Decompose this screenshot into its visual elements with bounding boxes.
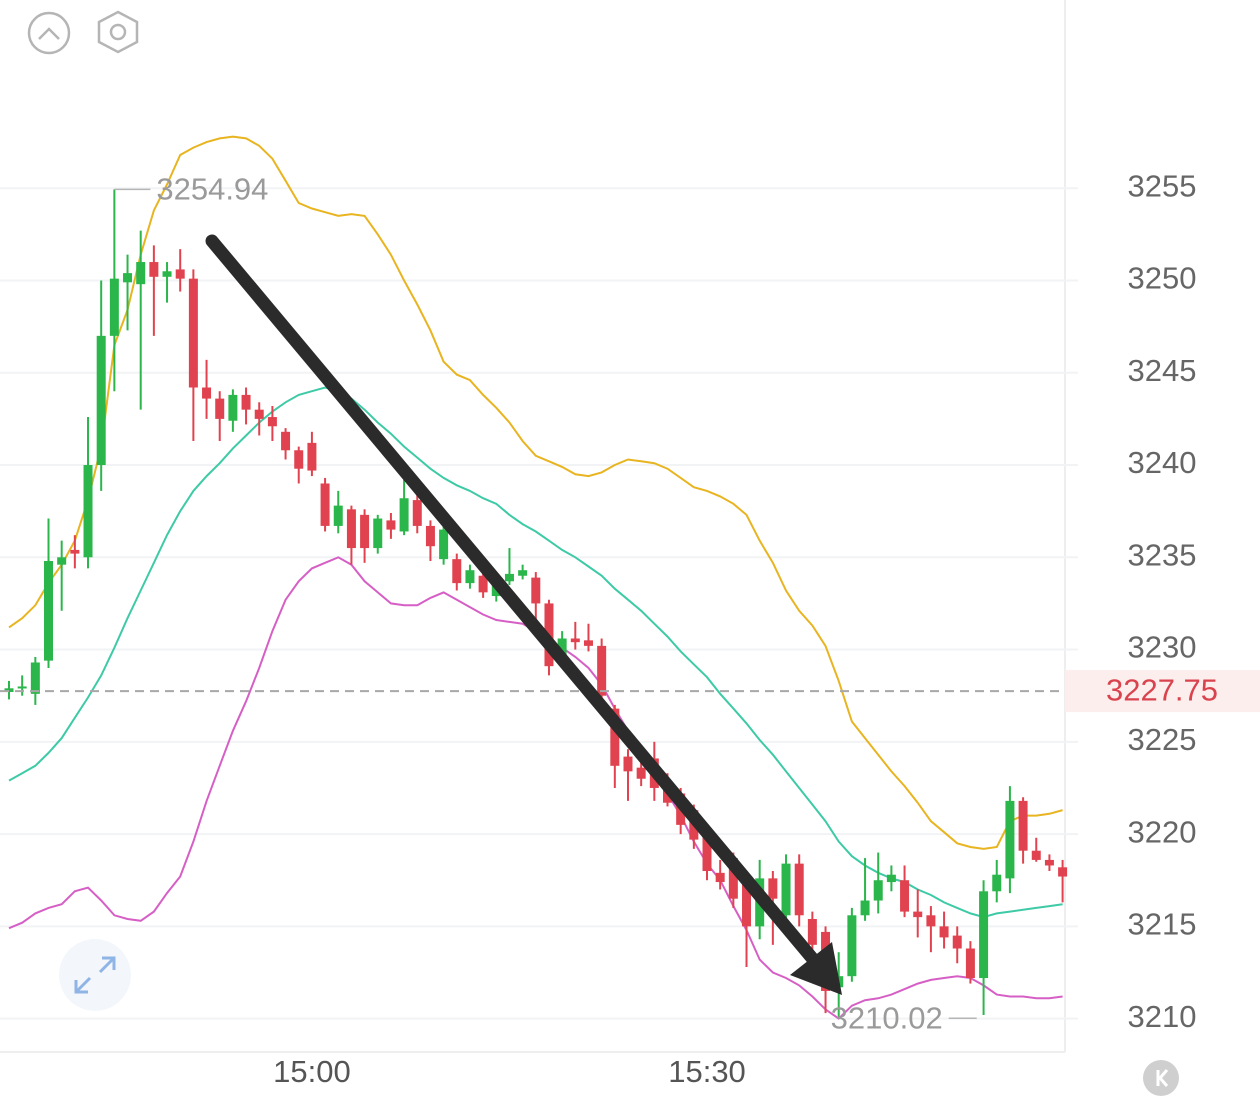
candle-body: [175, 269, 185, 279]
y-tick-label: 3240: [1128, 445, 1197, 480]
candle-body: [518, 570, 528, 576]
candle-body: [267, 417, 277, 427]
candle-body: [531, 577, 541, 604]
y-tick-label: 3235: [1128, 537, 1197, 572]
candle-body: [162, 271, 172, 277]
candle-body: [294, 450, 304, 469]
y-tick-label: 3230: [1128, 630, 1197, 665]
candle-body: [96, 335, 106, 466]
candle-body: [807, 918, 817, 945]
band-line: [8, 386, 1063, 919]
candle-body: [1005, 800, 1015, 879]
candle-body: [228, 394, 238, 421]
candle-body: [149, 262, 159, 277]
candle-body: [992, 874, 1002, 892]
candle-body: [123, 273, 133, 283]
candle-body: [504, 573, 514, 582]
candle-body: [965, 948, 975, 979]
candle-body: [320, 483, 330, 526]
candle-body: [1018, 800, 1028, 851]
candle-body: [57, 557, 67, 565]
candle-body: [70, 549, 80, 554]
candle-body: [30, 662, 40, 694]
y-tick-label: 3245: [1128, 353, 1197, 388]
candle-body: [623, 756, 633, 772]
candle-body: [44, 560, 54, 661]
x-tick-label: 15:00: [273, 1054, 351, 1089]
candle-body: [188, 278, 198, 388]
candle-body: [254, 409, 264, 419]
candle-body: [17, 686, 27, 689]
candle-body: [399, 498, 409, 532]
candle-body: [847, 915, 857, 977]
candle-body: [873, 880, 883, 901]
candle-body: [979, 891, 989, 979]
candle-body: [768, 878, 778, 899]
candle-body: [109, 278, 119, 336]
candle-body: [926, 915, 936, 927]
candle-body: [136, 262, 146, 285]
candle-body: [610, 708, 620, 766]
candle-body: [425, 525, 435, 547]
candle-body: [333, 505, 343, 526]
labels: 3210 3215 3220 3225 3230 3235 3240 3245 3250 3255…: [0, 168, 1260, 1089]
candle-body: [465, 570, 475, 584]
settings-button[interactable]: [97, 10, 139, 54]
candle-body: [728, 858, 738, 899]
y-tick-label: 3225: [1128, 722, 1197, 757]
last-price-badge: [1065, 670, 1260, 713]
candle-body: [215, 398, 225, 419]
candle-body: [346, 509, 356, 549]
candle-body: [715, 872, 725, 883]
candle-body: [781, 863, 791, 916]
candle-body: [939, 926, 949, 938]
band-line: [8, 135, 1063, 850]
scroll-to-latest-button[interactable]: [1143, 1060, 1179, 1096]
candle-body: [386, 520, 396, 530]
candle-body: [583, 640, 593, 646]
candle-body: [439, 529, 449, 560]
candle-body: [373, 518, 383, 549]
y-tick-label: 3210: [1128, 999, 1197, 1034]
expand-button[interactable]: [59, 939, 131, 1011]
candle-body: [597, 645, 607, 696]
x-tick-label: 15:30: [668, 1054, 746, 1089]
candles: [4, 189, 1068, 1019]
y-tick-label: 3250: [1128, 261, 1197, 296]
candle-body: [570, 638, 580, 643]
candle-body: [83, 465, 93, 558]
candle-body: [913, 911, 923, 918]
y-tick-label: 3220: [1128, 814, 1197, 849]
candle-body: [1031, 850, 1041, 860]
candle-body: [886, 874, 896, 883]
candle-body: [636, 767, 646, 779]
candle-body: [360, 514, 370, 549]
y-tick-label: 3255: [1128, 168, 1197, 203]
candle-body: [952, 935, 962, 949]
candle-body: [478, 575, 488, 593]
candle-body: [202, 387, 212, 399]
candle-body: [1044, 859, 1054, 866]
candle-body: [307, 442, 317, 471]
candle-body: [241, 394, 251, 410]
candle-body: [794, 863, 804, 916]
y-tick-label: 3215: [1128, 907, 1197, 942]
low-label: 3210.02: [831, 1000, 943, 1035]
candle-body: [742, 883, 752, 927]
trend-arrow: [205, 234, 842, 995]
candle-body: [412, 500, 422, 526]
candle-body: [281, 431, 291, 451]
candle-body: [900, 880, 910, 912]
candle-body: [1058, 867, 1068, 877]
high-label: 3254.94: [156, 172, 268, 207]
candle-body: [702, 832, 712, 872]
collapse-button[interactable]: [27, 11, 71, 55]
candle-body: [860, 900, 870, 916]
last-price-label: 3227.75: [1106, 672, 1218, 707]
candle-body: [452, 559, 462, 584]
